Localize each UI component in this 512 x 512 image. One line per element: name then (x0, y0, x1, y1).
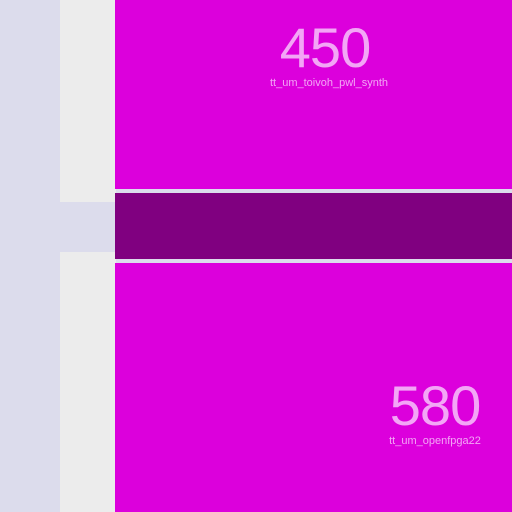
project-tile-450[interactable] (115, 0, 512, 189)
tile-label-580: 580 tt_um_openfpga22 (380, 378, 490, 447)
tile-name: tt_um_openfpga22 (389, 435, 481, 447)
tile-label-450: 450 tt_um_toivoh_pwl_synth (270, 16, 389, 89)
column-strip-bottom (60, 252, 116, 512)
project-tile-selected[interactable] (115, 193, 512, 259)
column-strip-top (60, 0, 116, 202)
project-tile-580[interactable] (115, 263, 512, 512)
tile-name: tt_um_toivoh_pwl_synth (270, 77, 389, 89)
tile-number: 580 (389, 374, 481, 437)
tile-number: 450 (279, 16, 371, 79)
